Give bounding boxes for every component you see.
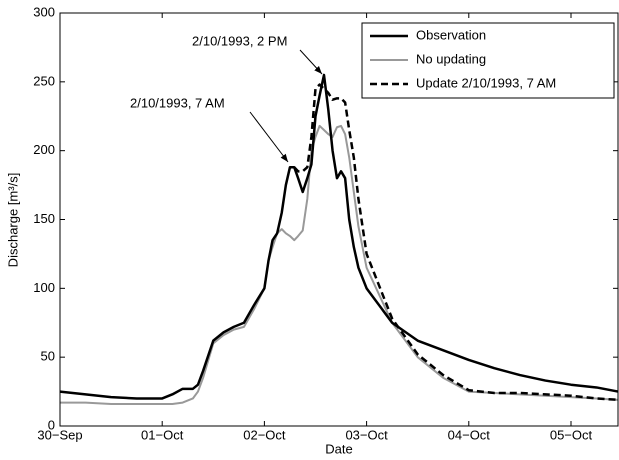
x-tick-label: 30−Sep [37,427,82,442]
y-tick-label: 50 [41,349,55,364]
series-line [59,73,619,400]
legend-label: Update 2/10/1993, 7 AM [416,75,556,90]
y-tick-label: 100 [33,280,55,295]
annotation-arrow [299,49,323,75]
x-tick-label: 05−Oct [550,427,593,442]
y-axis-label: Discharge [m³/s] [5,173,20,268]
x-tick-label: 02−Oct [243,427,286,442]
y-tick-label: 250 [33,73,55,88]
y-tick-label: 150 [33,211,55,226]
plot-frame [59,12,619,427]
x-axis-label: Date [325,441,352,456]
annotation-arrow [249,111,289,163]
x-tick-label: 03−Oct [345,427,388,442]
y-tick-label: 300 [33,4,55,19]
series-line [293,83,619,402]
legend-label: No updating [416,51,486,66]
annotation: 2/10/1993, 7 AM [130,95,225,110]
x-tick-label: 01−Oct [141,427,184,442]
y-tick-label: 0 [48,417,55,432]
legend-label: Observation [416,27,486,42]
series-line [60,124,619,405]
annotation: 2/10/1993, 2 PM [192,33,287,48]
y-tick-label: 200 [33,142,55,157]
x-tick-label: 04−Oct [448,427,491,442]
